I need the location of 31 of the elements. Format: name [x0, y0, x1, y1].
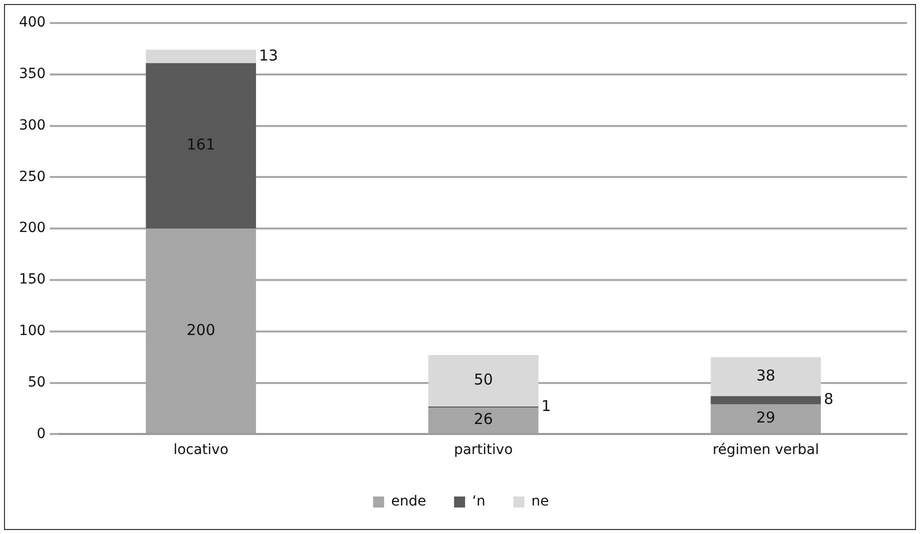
- data-label: 161: [186, 136, 216, 154]
- y-tick-label: 0: [36, 426, 46, 442]
- y-tick-label: 200: [18, 220, 46, 236]
- y-tick-label: 350: [18, 66, 46, 82]
- bar: [428, 407, 538, 434]
- data-label: 50: [474, 370, 493, 389]
- data-label: 8: [824, 390, 834, 408]
- data-label: 13: [259, 46, 278, 64]
- y-tick-label: 250: [18, 168, 46, 185]
- y-tick-label: 100: [18, 323, 46, 340]
- x-tick-label: régimen verbal: [712, 442, 819, 458]
- y-tick-label: 50: [28, 374, 46, 390]
- y-tick-label: 300: [18, 117, 46, 134]
- bar: [428, 355, 538, 406]
- y-tick-label: 400: [18, 14, 46, 31]
- data-label: 26: [474, 410, 493, 428]
- data-label: 38: [756, 366, 776, 385]
- legend-label: ‘n: [472, 494, 486, 510]
- bar: [710, 357, 821, 396]
- x-tick-label: locativo: [173, 442, 228, 458]
- data-label: 200: [186, 320, 216, 339]
- bar: [710, 396, 821, 404]
- x-tick-label: partitivo: [454, 442, 513, 458]
- y-tick-label: 150: [18, 272, 46, 288]
- data-label: 29: [756, 408, 776, 427]
- legend-label: ne: [531, 494, 549, 510]
- data-label: 1: [541, 396, 551, 415]
- bar: [146, 63, 256, 229]
- legend-label: ende: [391, 494, 426, 510]
- bar: [710, 404, 821, 434]
- bar: [146, 50, 256, 64]
